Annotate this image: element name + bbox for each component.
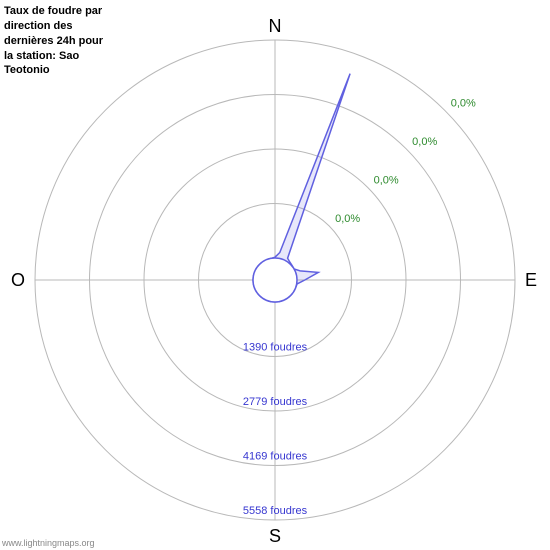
cardinal-s: S — [269, 526, 281, 546]
ring-top-label-4: 0,0% — [451, 97, 476, 109]
ring-bottom-label-3: 4169 foudres — [243, 451, 308, 463]
hub-circle — [253, 258, 297, 302]
ring-top-label-1: 0,0% — [335, 213, 360, 225]
cardinal-e: E — [525, 270, 537, 290]
polar-rose-chart: 0,0% 1390 foudres 0,0% 2779 foudres 0,0% 4169… — [0, 0, 550, 550]
ring-top-label-3: 0,0% — [412, 136, 437, 148]
ring-bottom-label-2: 2779 foudres — [243, 396, 308, 408]
ring-top-label-2: 0,0% — [374, 174, 399, 186]
ring-bottom-label-4: 5558 foudres — [243, 505, 308, 517]
cardinal-w: O — [11, 270, 25, 290]
ring-bottom-label-1: 1390 foudres — [243, 342, 308, 354]
cardinal-n: N — [269, 16, 282, 36]
